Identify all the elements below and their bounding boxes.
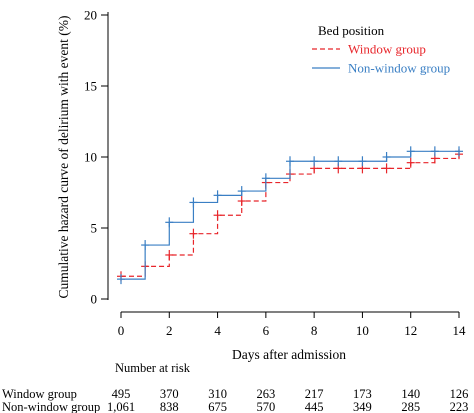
censor-mark (141, 240, 150, 251)
censor-mark (334, 156, 343, 167)
censor-mark (237, 196, 246, 207)
censor-mark (406, 157, 415, 168)
legend-label: Window group (348, 42, 426, 57)
series-line-non-window-group (121, 150, 459, 280)
risk-cell: 173 (353, 387, 372, 401)
x-tick-label: 10 (356, 323, 369, 338)
censor-mark (406, 146, 415, 157)
censor-mark (430, 146, 439, 157)
legend: Bed position Window group Non-window grou… (312, 23, 450, 76)
y-axis-title: Cumulative hazard curve of delirium with… (56, 15, 71, 298)
risk-rows: Window group 495 370 310 263 217 173 140 126 Non-… (2, 387, 468, 413)
x-tick-label: 4 (214, 323, 221, 338)
risk-cell: 126 (450, 387, 469, 401)
censor-mark (261, 173, 270, 184)
y-tick-label: 15 (84, 79, 97, 94)
y-tick-label: 10 (84, 150, 97, 165)
censor-mark (213, 190, 222, 201)
risk-cell: 285 (401, 400, 420, 413)
risk-cell: 675 (208, 400, 227, 413)
x-tick-label: 2 (166, 323, 173, 338)
risk-cell: 838 (160, 400, 179, 413)
legend-label: Non-window group (348, 61, 450, 76)
censor-mark (213, 210, 222, 221)
censor-mark (286, 156, 294, 167)
risk-row-label: Window group (2, 387, 77, 401)
risk-cell: 1,061 (107, 400, 135, 413)
censor-mark (189, 228, 198, 239)
series-layer (117, 146, 463, 285)
risk-cell: 570 (256, 400, 275, 413)
censor-mark (165, 217, 174, 228)
risk-cell: 263 (256, 387, 275, 401)
risk-cell: 217 (305, 387, 324, 401)
risk-cell: 223 (450, 400, 469, 413)
x-tick-label: 0 (118, 323, 125, 338)
legend-items: Window group Non-window group (312, 42, 450, 76)
risk-row-label: Non-window group (2, 400, 100, 413)
risk-cell: 495 (112, 387, 131, 401)
x-ticks: 0 2 4 6 8 10 12 14 (118, 312, 466, 338)
censor-mark (237, 186, 246, 197)
risk-cell: 140 (401, 387, 420, 401)
legend-title: Bed position (318, 23, 385, 38)
y-tick-label: 0 (91, 292, 98, 307)
y-tick-label: 5 (91, 221, 98, 236)
censor-mark (382, 163, 391, 174)
x-tick-label: 14 (453, 323, 467, 338)
risk-table: Number at risk Window group 495 370 310 263 2… (2, 361, 468, 413)
censor-mark (358, 156, 367, 167)
censor-mark (455, 146, 463, 157)
y-ticks: 0 5 10 15 20 (84, 8, 108, 307)
censor-mark (189, 197, 198, 208)
y-tick-label: 20 (84, 8, 97, 23)
x-tick-label: 8 (311, 323, 318, 338)
risk-cell: 310 (208, 387, 227, 401)
axes (107, 12, 459, 313)
risk-cell: 445 (305, 400, 324, 413)
risk-table-title: Number at risk (115, 361, 191, 375)
risk-cell: 370 (160, 387, 179, 401)
risk-cell: 349 (353, 400, 372, 413)
censor-mark (310, 156, 319, 167)
censor-mark (165, 249, 174, 260)
x-tick-label: 6 (263, 323, 270, 338)
x-tick-label: 12 (404, 323, 417, 338)
x-axis-title: Days after admission (232, 347, 346, 362)
censor-mark (117, 274, 125, 285)
censor-mark (382, 152, 391, 162)
